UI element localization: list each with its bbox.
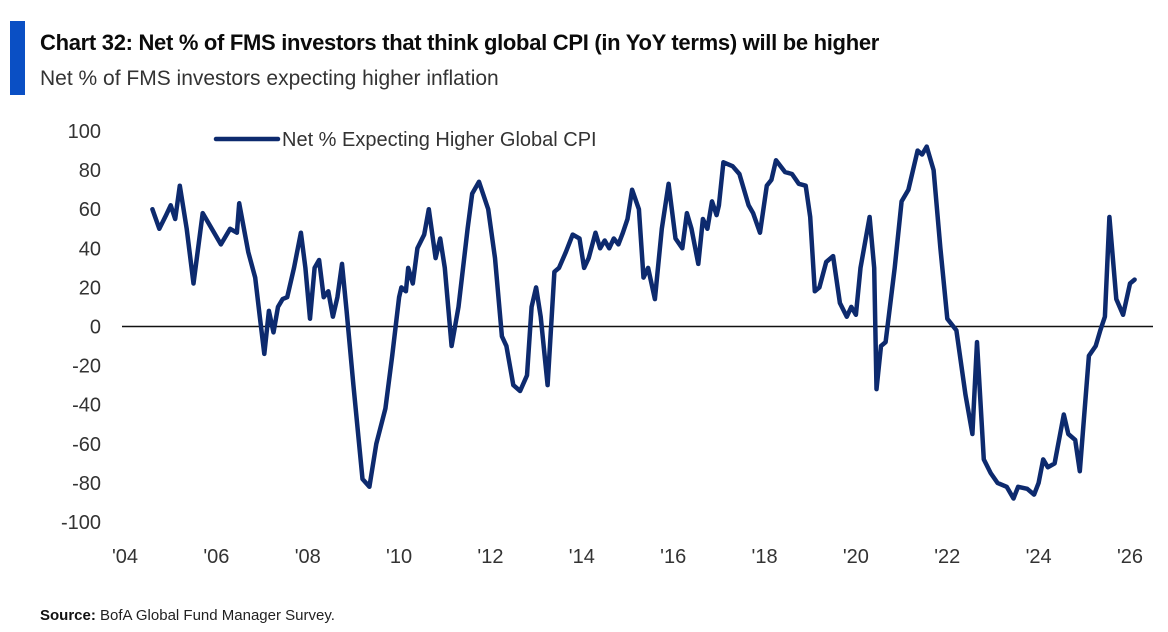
- x-tick-label: '22: [934, 546, 960, 568]
- x-tick-label: '16: [660, 546, 686, 568]
- y-tick-label: 40: [79, 238, 101, 260]
- x-tick-label: '10: [386, 546, 412, 568]
- y-tick-label: 100: [68, 121, 101, 143]
- y-tick-label: -20: [72, 356, 101, 378]
- legend-label: Net % Expecting Higher Global CPI: [282, 129, 597, 151]
- x-tick-label: '24: [1026, 546, 1052, 568]
- x-tick-label: '06: [203, 546, 229, 568]
- source-label: Source:: [40, 607, 96, 624]
- x-tick-label: '18: [752, 546, 778, 568]
- x-tick-label: '04: [112, 546, 138, 568]
- y-tick-label: 0: [90, 317, 101, 339]
- title-accent-bar: [10, 21, 25, 95]
- source-text: BofA Global Fund Manager Survey.: [95, 607, 335, 624]
- x-tick-label: '26: [1117, 546, 1143, 568]
- y-tick-label: -100: [61, 512, 101, 534]
- y-tick-label: 20: [79, 277, 101, 299]
- x-tick-label: '14: [569, 546, 595, 568]
- y-tick-label: 60: [79, 199, 101, 221]
- x-tick-label: '20: [843, 546, 869, 568]
- x-tick-label: '12: [477, 546, 503, 568]
- chart-subtitle: Net % of FMS investors expecting higher …: [40, 67, 499, 90]
- x-tick-label: '08: [295, 546, 321, 568]
- y-tick-label: -80: [72, 473, 101, 495]
- x-axis: '04 '06 '08 '10 '12 '14 '16 '18 '20 '22 '24 '26: [112, 546, 1143, 568]
- y-tick-label: -40: [72, 395, 101, 417]
- series-line: [150, 144, 1137, 501]
- y-tick-label: 80: [79, 160, 101, 182]
- y-tick-label: -60: [72, 434, 101, 456]
- y-axis: 100 80 60 40 20 0 -20 -40 -60 -80 -100: [61, 121, 101, 534]
- series-layer: [150, 144, 1137, 501]
- legend: Net % Expecting Higher Global CPI: [213, 129, 597, 151]
- chart-title: Chart 32: Net % of FMS investors that th…: [40, 30, 880, 55]
- source-note: Source: BofA Global Fund Manager Survey.: [40, 607, 335, 624]
